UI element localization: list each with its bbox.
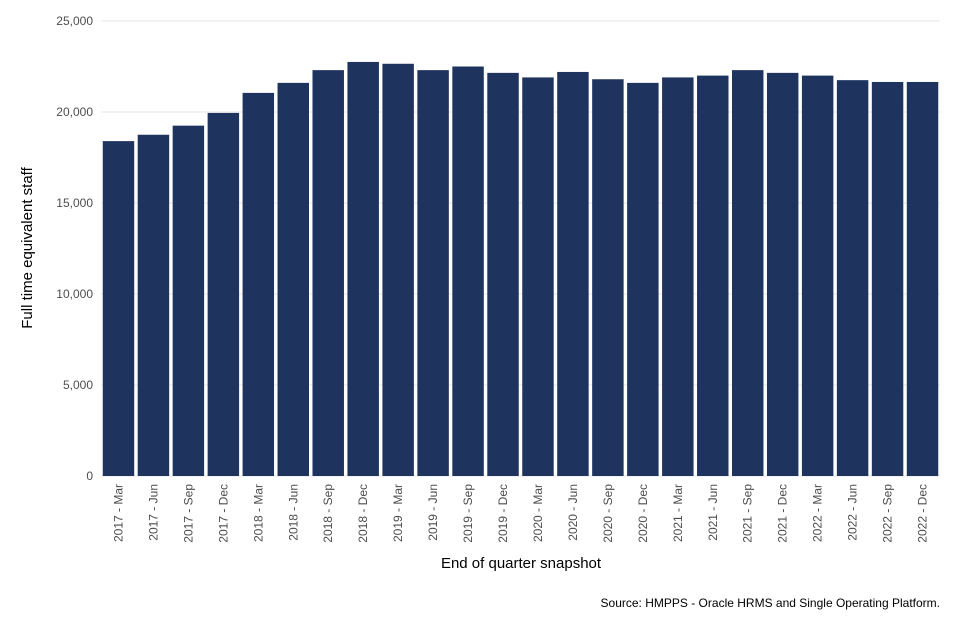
bar: [137, 134, 170, 476]
bar: [417, 70, 449, 476]
gridlines: [101, 20, 940, 477]
y-tick-label: 0: [86, 469, 93, 483]
x-tick-label: 2019 - Sep: [461, 484, 475, 543]
x-tick-label: 2022 - Sep: [881, 484, 895, 543]
y-tick-label: 20,000: [56, 105, 93, 119]
y-tick-label: 5,000: [63, 378, 93, 392]
y-axis-tick-labels: 0 5,000 10,000 15,000 20,000 25,000: [56, 14, 93, 483]
x-tick-label: 2020 - Sep: [601, 484, 615, 543]
x-tick-label: 2017 - Dec: [216, 484, 230, 543]
bar: [627, 82, 659, 476]
x-tick-label: 2017 - Sep: [181, 484, 195, 543]
x-tick-label: 2017 - Mar: [111, 484, 125, 542]
x-tick-label: 2017 - Jun: [146, 484, 160, 541]
x-axis-title: End of quarter snapshot: [441, 555, 602, 572]
bar: [592, 79, 624, 477]
bars: [102, 61, 939, 477]
x-tick-label: 2021 - Mar: [671, 484, 685, 542]
x-tick-label: 2021 - Jun: [706, 484, 720, 541]
bar: [102, 141, 135, 476]
x-tick-label: 2021 - Sep: [741, 484, 755, 543]
bar: [207, 112, 240, 476]
x-tick-label: 2022 - Mar: [811, 484, 825, 542]
bar: [557, 71, 589, 477]
x-tick-label: 2022 - Jun: [846, 484, 860, 541]
bar: [766, 72, 799, 477]
x-tick-label: 2018 - Jun: [286, 484, 300, 541]
x-tick-label: 2019 - Jun: [426, 484, 440, 541]
bar: [836, 80, 869, 477]
bar: [382, 63, 414, 477]
bar: [452, 66, 484, 476]
x-axis-tick-labels: 2017 - Mar 2017 - Jun 2017 - Sep 2017 - Dec…: [111, 484, 929, 543]
x-tick-label: 2018 - Dec: [356, 484, 370, 543]
bar: [871, 81, 904, 476]
bar: [697, 75, 729, 476]
y-tick-label: 10,000: [56, 287, 93, 301]
y-tick-label: 25,000: [56, 14, 93, 28]
bar: [242, 92, 275, 476]
bar: [662, 77, 694, 477]
source-note: Source: HMPPS - Oracle HRMS and Single O…: [601, 596, 940, 610]
x-tick-label: 2019 - Mar: [391, 484, 405, 542]
x-tick-label: 2019 - Dec: [496, 484, 510, 543]
x-tick-label: 2020 - Mar: [531, 484, 545, 542]
bar: [487, 72, 519, 477]
bar: [172, 125, 205, 477]
y-axis-title: Full time equivalent staff: [19, 166, 36, 328]
x-tick-label: 2022 - Dec: [916, 484, 930, 543]
x-tick-label: 2021 - Dec: [776, 484, 790, 543]
bar: [347, 61, 379, 476]
x-tick-label: 2020 - Dec: [636, 484, 650, 543]
bar: [801, 75, 834, 476]
bar: [277, 82, 310, 476]
x-tick-label: 2018 - Mar: [251, 484, 265, 542]
bar: [731, 70, 764, 476]
x-tick-label: 2020 - Jun: [566, 484, 580, 541]
bar: [906, 81, 939, 476]
bar: [522, 77, 554, 477]
bar: [312, 70, 344, 476]
y-tick-label: 15,000: [56, 196, 93, 210]
x-tick-label: 2018 - Sep: [321, 484, 335, 543]
